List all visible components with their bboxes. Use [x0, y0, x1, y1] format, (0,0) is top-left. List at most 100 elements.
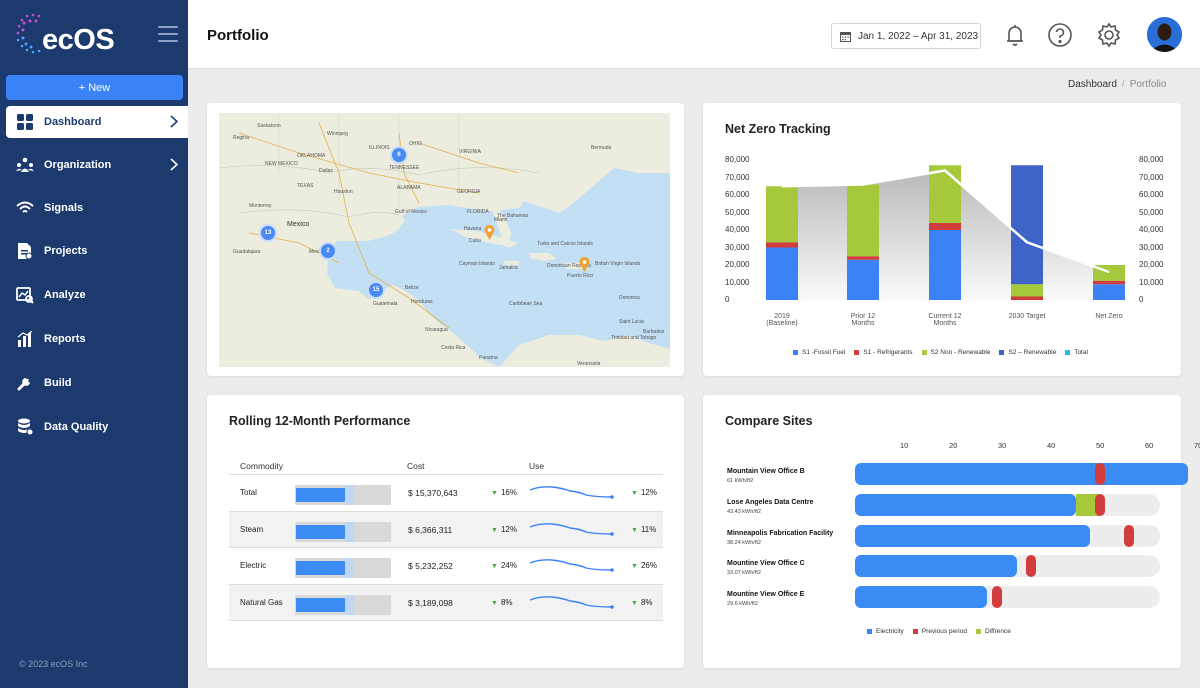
bar-segment[interactable]: [1093, 284, 1125, 300]
table-row[interactable]: Natural Gas $ 3,189,098 ▼ 8% ▼ 8%: [229, 583, 663, 621]
site-bar-track[interactable]: [855, 555, 1160, 578]
hamburger-menu-icon[interactable]: [158, 26, 178, 44]
site-bar-track[interactable]: [855, 493, 1160, 516]
y-tick-label: 20,000: [725, 260, 750, 269]
compare-sites-title: Compare Sites: [725, 414, 813, 428]
use-sparkline: [530, 559, 614, 572]
bar-segment[interactable]: [1093, 280, 1125, 285]
bar-segment[interactable]: [847, 184, 879, 257]
table-row[interactable]: Steam $ 6,366,311 ▼ 12% ▼ 11%: [229, 510, 663, 548]
avatar[interactable]: [1147, 17, 1182, 52]
cost-value: $ 5,232,252: [408, 561, 453, 571]
sidebar-item-reports[interactable]: Reports: [0, 323, 188, 355]
y-tick-label: 70,000: [725, 172, 750, 182]
portfolio-map[interactable]: Saskatoon Winnipeg Regina NEW MEXICO OKL…: [219, 113, 670, 367]
y-tick-label: 0: [1139, 295, 1144, 304]
site-intensity: 33.07 kWh/ft2: [727, 570, 761, 577]
use-change: ▼ 12%: [631, 488, 657, 497]
down-triangle-icon: ▼: [631, 490, 638, 497]
bar-segment[interactable]: [1011, 284, 1043, 297]
site-bar-track[interactable]: [855, 586, 1160, 609]
y-tick-label: 80,000: [1139, 155, 1164, 164]
settings-icon[interactable]: [1096, 22, 1122, 48]
map-pin-icon[interactable]: [579, 257, 590, 272]
cost-value: $ 3,189,098: [408, 597, 453, 608]
breadcrumb-dashboard-link[interactable]: Dashboard: [1068, 79, 1117, 90]
brand-name: ecOS: [42, 24, 115, 56]
dashboard-grid-icon: [16, 113, 34, 131]
cost-value: $ 6,366,311: [408, 524, 453, 535]
help-icon[interactable]: [1047, 22, 1073, 48]
map-cluster-marker[interactable]: 13: [259, 224, 277, 242]
map-cluster-marker[interactable]: 15: [367, 281, 385, 299]
sidebar-item-label: Projects: [44, 245, 88, 257]
use-sparkline: [530, 595, 614, 609]
electricity-bar[interactable]: [855, 586, 988, 609]
logo-dots-icon: [16, 13, 41, 54]
bar-segment[interactable]: [847, 259, 879, 300]
x-tick-label: 50: [1096, 441, 1105, 450]
previous-period-marker[interactable]: [992, 586, 1003, 609]
sidebar-item-build[interactable]: Build: [0, 367, 188, 399]
cost-value: $ 15,370,643: [408, 488, 458, 498]
x-tick-label: Prior 12 Months: [850, 313, 876, 327]
calendar-icon: [840, 31, 851, 42]
difference-bar[interactable]: [1075, 493, 1100, 516]
x-tick-label: 2019 (Baseline): [766, 313, 798, 327]
document-icon: [16, 242, 34, 260]
bar-segment[interactable]: [766, 247, 798, 301]
sidebar-item-label: Analyze: [44, 289, 86, 301]
bar-segment[interactable]: [1011, 296, 1043, 301]
previous-period-marker[interactable]: [1095, 493, 1105, 516]
bell-icon[interactable]: [1002, 22, 1028, 48]
total-line: [781, 169, 1110, 274]
sidebar-item-dashboard[interactable]: Dashboard: [6, 106, 188, 138]
electricity-bar[interactable]: [855, 463, 1189, 485]
sidebar-item-analyze[interactable]: Analyze: [0, 279, 188, 311]
ecos-logo[interactable]: ecOS: [14, 10, 115, 58]
sidebar-item-organization[interactable]: Organization: [0, 149, 188, 181]
y-tick-label: 10,000: [1139, 277, 1164, 287]
electricity-bar[interactable]: [855, 524, 1091, 547]
bar-segment[interactable]: [766, 186, 798, 243]
net-zero-chart: [766, 165, 1125, 301]
col-header-commodity: Commodity: [240, 461, 283, 471]
sidebar-item-label: Build: [44, 377, 72, 389]
electricity-bar[interactable]: [855, 555, 1017, 578]
sidebar-item-signals[interactable]: Signals: [0, 192, 188, 224]
table-row[interactable]: Electric $ 5,232,252 ▼ 24% ▼ 26%: [229, 547, 663, 584]
commodity-name: Electric: [240, 561, 267, 570]
y-tick-label: 20,000: [1139, 260, 1164, 269]
table-row[interactable]: Total $ 15,370,643 ▼ 16% ▼ 12%: [229, 474, 663, 511]
date-range-picker[interactable]: Jan 1, 2022 – Apr 31, 2023: [831, 23, 981, 49]
bar-segment[interactable]: [766, 242, 798, 248]
previous-period-marker[interactable]: [1026, 555, 1037, 578]
bar-chart-icon: [16, 330, 34, 348]
down-triangle-icon: ▼: [491, 563, 498, 570]
map-land-shapes: [219, 113, 670, 367]
bar-segment[interactable]: [1011, 165, 1043, 285]
bar-segment[interactable]: [847, 256, 879, 260]
cost-change: ▼ 16%: [491, 488, 517, 497]
legend-item: Total: [1065, 349, 1088, 356]
bar-segment[interactable]: [929, 223, 961, 230]
map-cluster-marker[interactable]: 2: [319, 242, 337, 260]
bar-segment[interactable]: [929, 230, 961, 300]
cost-change: ▼ 12%: [491, 524, 517, 534]
y-tick-label: 30,000: [1139, 242, 1164, 252]
previous-period-marker[interactable]: [1124, 524, 1135, 547]
map-pin-icon[interactable]: [484, 225, 495, 240]
site-bar-track[interactable]: [855, 524, 1160, 547]
new-button[interactable]: + New: [6, 75, 183, 100]
legend-item: S2 Non - Renewable: [921, 349, 990, 356]
commodity-name: Total: [240, 488, 257, 497]
sidebar-item-data-quality[interactable]: Data Quality: [0, 411, 188, 443]
electricity-bar[interactable]: [855, 493, 1076, 516]
sidebar-item-projects[interactable]: Projects: [0, 235, 188, 267]
map-cluster-marker[interactable]: 6: [390, 146, 408, 164]
previous-period-marker[interactable]: [1095, 463, 1105, 485]
bar-segment[interactable]: [929, 165, 961, 223]
site-intensity: 38.24 kWh/ft2: [727, 539, 761, 546]
site-bar-track[interactable]: [855, 463, 1189, 485]
y-tick-label: 50,000: [725, 207, 750, 217]
